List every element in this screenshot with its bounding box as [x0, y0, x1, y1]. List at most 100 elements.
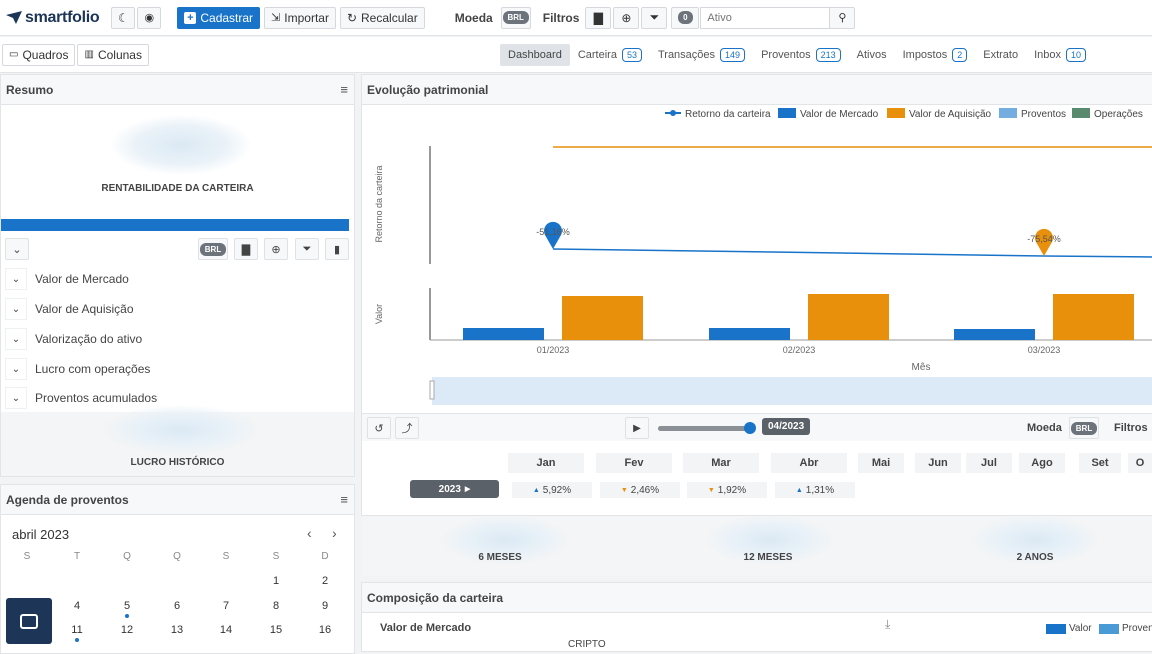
legend-label[interactable]: Operações: [1094, 109, 1143, 120]
calendar-day[interactable]: 14: [219, 624, 233, 636]
logo[interactable]: smartfolio: [6, 8, 100, 27]
tab-label: Inbox: [1034, 49, 1062, 61]
resumo-folder-button[interactable]: ▇: [234, 238, 258, 260]
chevron-down-icon[interactable]: ⌄: [5, 387, 27, 409]
cadastrar-button[interactable]: + Cadastrar: [177, 6, 261, 29]
lucro-label: LUCRO HISTÓRICO: [130, 457, 225, 468]
legend-label[interactable]: Valor de Aquisição: [909, 109, 992, 120]
timeline-slider-thumb[interactable]: [744, 422, 756, 434]
chart-type-button[interactable]: ⤴: [395, 417, 419, 439]
annotation-pin[interactable]: [1035, 228, 1053, 256]
resumo-globe-button[interactable]: ⊕: [264, 238, 288, 260]
resumo-row[interactable]: ⌄ Lucro com operações: [1, 354, 354, 384]
recalcular-button[interactable]: ↻ Recalcular: [339, 6, 425, 29]
bar-valor-aquisicao[interactable]: [562, 296, 643, 340]
tab-label: Extrato: [983, 49, 1019, 61]
tab-extrato[interactable]: Extrato: [975, 44, 1026, 66]
calendar-day[interactable]: 8: [272, 600, 280, 612]
bar-valor-aquisicao[interactable]: [1053, 294, 1134, 340]
resumo-trash-button[interactable]: ▮: [325, 238, 349, 260]
calendar-day[interactable]: 1: [272, 575, 280, 587]
calendar-day[interactable]: 5: [123, 600, 131, 612]
collapse-all-button[interactable]: ⌄: [5, 238, 29, 260]
search-button[interactable]: ⚲: [829, 6, 856, 29]
chart-bars: [463, 294, 1134, 340]
bar-valor-aquisicao[interactable]: [808, 294, 889, 340]
chat-button[interactable]: [6, 598, 52, 644]
calendar-day[interactable]: 7: [222, 600, 230, 612]
resumo-row[interactable]: ⌄ Proventos acumulados: [1, 383, 354, 413]
month-header[interactable]: Mai: [858, 453, 904, 473]
calendar-day[interactable]: 4: [73, 600, 81, 612]
chevron-down-icon[interactable]: ⌄: [5, 358, 27, 380]
calendar-day[interactable]: 15: [269, 624, 283, 636]
month-header[interactable]: Jul: [966, 453, 1012, 473]
asset-search-input[interactable]: [700, 6, 831, 29]
calendar-day[interactable]: 13: [170, 624, 184, 636]
chart-currency-button[interactable]: BRL: [1069, 417, 1099, 439]
privacy-toggle-button[interactable]: ◉: [137, 6, 162, 29]
month-header[interactable]: Abr: [771, 453, 847, 473]
tab-inbox[interactable]: Inbox 10: [1026, 44, 1094, 66]
currency-select[interactable]: BRL: [500, 6, 531, 29]
month-header[interactable]: Fev: [596, 453, 672, 473]
chevron-down-icon[interactable]: ⌄: [5, 328, 27, 350]
resumo-currency-button[interactable]: BRL: [198, 238, 228, 260]
tab-ativos[interactable]: Ativos: [849, 44, 895, 66]
logo-text: smartfolio: [25, 8, 100, 26]
tab-proventos[interactable]: Proventos 213: [753, 44, 849, 66]
legend-label[interactable]: Valor de Mercado: [800, 109, 879, 120]
tab-dashboard[interactable]: Dashboard: [500, 44, 570, 66]
theme-toggle-button[interactable]: ☾: [111, 6, 136, 29]
month-header[interactable]: Mar: [683, 453, 759, 473]
month-header[interactable]: Jun: [915, 453, 961, 473]
prev-month-button[interactable]: ‹: [307, 525, 312, 541]
globe-filter-button[interactable]: ⊕: [613, 6, 640, 29]
next-month-button[interactable]: ›: [332, 525, 337, 541]
folder-filter-button[interactable]: ▇: [585, 6, 612, 29]
month-header[interactable]: Jan: [508, 453, 584, 473]
resumo-row[interactable]: ⌄ Valor de Aquisição: [1, 294, 354, 324]
month-header[interactable]: Set: [1079, 453, 1121, 473]
calendar-day[interactable]: 2: [321, 575, 329, 587]
annotation-pin[interactable]: [544, 221, 562, 249]
download-icon[interactable]: ⤓: [885, 617, 891, 631]
resumo-filter-button[interactable]: ⏷: [295, 238, 319, 260]
colunas-button[interactable]: ▥ Colunas: [77, 43, 149, 66]
calendar-day[interactable]: 12: [120, 624, 134, 636]
calendar-day[interactable]: 9: [321, 600, 329, 612]
legend-label[interactable]: Proven: [1122, 623, 1152, 634]
calendar-day[interactable]: 6: [173, 600, 181, 612]
resumo-row[interactable]: ⌄ Valor de Mercado: [1, 264, 354, 294]
category-label: CRIPTO: [568, 639, 606, 650]
chevron-down-icon[interactable]: ⌄: [5, 298, 27, 320]
play-icon: ▶: [633, 422, 641, 434]
chevron-down-icon[interactable]: ⌄: [5, 268, 27, 290]
legend-label[interactable]: Retorno da carteira: [685, 109, 771, 120]
calendar-day[interactable]: 16: [318, 624, 332, 636]
clear-filter-button[interactable]: ⏷: [641, 6, 668, 29]
range-navigator[interactable]: [432, 377, 1152, 405]
timeline-slider[interactable]: [658, 422, 756, 434]
hamburger-menu-icon[interactable]: ≡: [340, 82, 348, 97]
search-icon: ⚲: [838, 12, 847, 24]
calendar-day[interactable]: 11: [71, 624, 83, 636]
resumo-row[interactable]: ⌄ Valorização do ativo: [1, 324, 354, 354]
reset-button[interactable]: ↺: [367, 417, 391, 439]
tab-impostos[interactable]: Impostos 2: [895, 44, 976, 66]
bar-valor-mercado[interactable]: [709, 328, 790, 340]
legend-label[interactable]: Valor: [1069, 623, 1092, 634]
hamburger-menu-icon[interactable]: ≡: [340, 492, 348, 507]
bar-valor-mercado[interactable]: [954, 329, 1035, 340]
range-handle[interactable]: [429, 380, 435, 400]
month-header[interactable]: Ago: [1019, 453, 1065, 473]
month-header[interactable]: O: [1128, 453, 1152, 473]
tab-carteira[interactable]: Carteira 53: [570, 44, 650, 66]
bar-valor-mercado[interactable]: [463, 328, 544, 340]
legend-label[interactable]: Proventos: [1021, 109, 1066, 120]
play-button[interactable]: ▶: [625, 417, 649, 439]
year-selector[interactable]: 2023 ▶: [410, 480, 499, 498]
quadros-button[interactable]: ▭ Quadros: [2, 43, 76, 66]
importar-button[interactable]: ⇲ Importar: [264, 6, 336, 29]
tab-transacoes[interactable]: Transações 149: [650, 44, 753, 66]
